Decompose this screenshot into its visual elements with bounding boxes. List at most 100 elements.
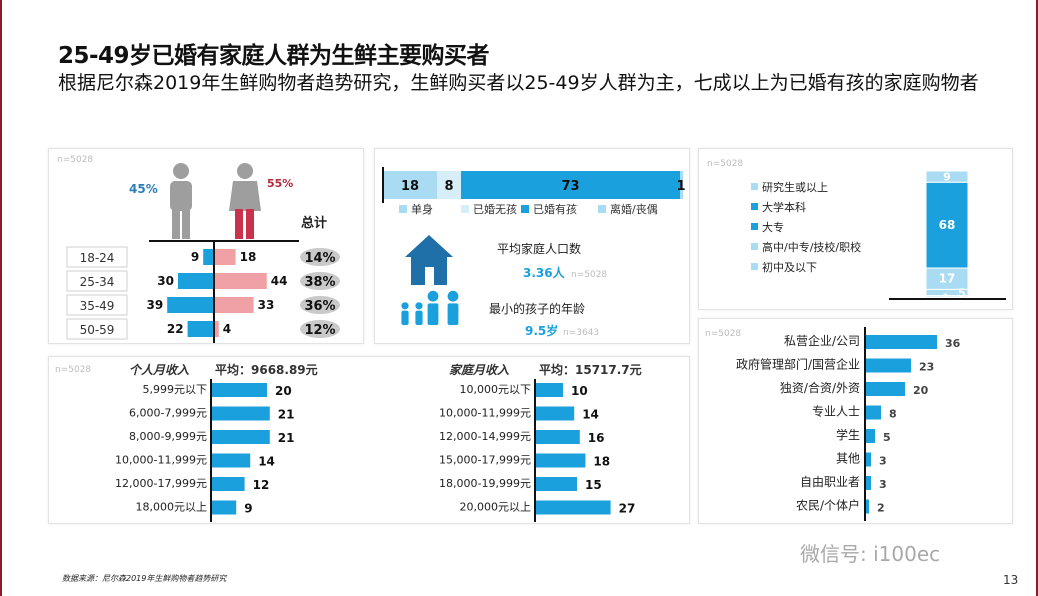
total-percentage: 12% xyxy=(304,323,335,338)
occupation-bar xyxy=(865,452,871,467)
legend-swatch xyxy=(399,205,407,213)
total-badge xyxy=(300,272,340,290)
female-figure-icon xyxy=(237,163,253,179)
occupation-bar xyxy=(865,405,881,420)
income-category-label: 18,000元以上 xyxy=(136,501,208,514)
family-segment xyxy=(461,171,680,199)
legend-label: 已婚无孩 xyxy=(473,202,517,216)
income-value-label: 14 xyxy=(582,408,599,422)
income-bar xyxy=(535,406,575,421)
legend-swatch xyxy=(461,205,469,213)
total-badge xyxy=(300,320,340,338)
occupation-bar xyxy=(865,429,875,443)
child-age-label: 最小的孩子的年龄 xyxy=(489,301,585,316)
total-badge xyxy=(300,248,340,266)
income-chart: 个人月收入 平均：9668.89元 5,999元以下 20 6,000-7,999元 21… xyxy=(115,362,642,522)
legend-swatch xyxy=(751,203,758,210)
family-people-icon xyxy=(415,310,423,325)
family-people-icon xyxy=(447,303,459,325)
female-figure-icon xyxy=(235,209,243,239)
wechat-watermark: 微信号: i100ec xyxy=(800,542,941,566)
family-segment xyxy=(437,171,461,199)
occupation-category-label: 专业人士 xyxy=(812,404,860,419)
education-value-label: 68 xyxy=(939,218,956,232)
education-value-label: 9 xyxy=(943,171,951,184)
income-category-label: 10,000-11,999元 xyxy=(115,454,207,467)
income-category-label: 6,000-7,999元 xyxy=(129,407,207,420)
education-segment xyxy=(925,295,969,298)
legend-swatch xyxy=(598,205,606,213)
female-bar xyxy=(214,249,236,265)
family-people-icon xyxy=(401,302,409,310)
occupation-bar xyxy=(865,358,911,373)
income-value-label: 12 xyxy=(253,478,270,492)
income-block-title: 家庭月收入 xyxy=(449,363,509,377)
household-size-label: 平均家庭人口数 xyxy=(497,241,581,256)
occupation-category-label: 其他 xyxy=(836,452,860,466)
occupation-bar xyxy=(865,335,937,349)
legend-label: 单身 xyxy=(411,202,433,216)
income-block-title: 个人月收入 xyxy=(129,363,189,377)
legend-label: 大专 xyxy=(762,220,784,234)
income-category-label: 15,000-17,999元 xyxy=(439,454,531,467)
occupation-category-label: 农民/个体户 xyxy=(796,498,860,513)
income-bar xyxy=(535,430,580,444)
occupation-category-label: 独资/合资/外资 xyxy=(780,380,860,395)
age-group-label: 50-59 xyxy=(80,323,115,337)
house-icon xyxy=(405,235,453,285)
occupation-bar xyxy=(865,382,905,396)
income-bar xyxy=(535,500,611,515)
education-value-label: 1 xyxy=(943,292,950,303)
income-value-label: 16 xyxy=(588,431,605,445)
income-bar xyxy=(211,500,237,515)
female-value-label: 4 xyxy=(223,322,231,336)
education-value-label: 5 xyxy=(958,287,966,300)
female-bar xyxy=(214,273,267,289)
legend-swatch xyxy=(751,223,758,230)
legend-swatch xyxy=(751,263,758,270)
income-category-label: 8,000-9,999元 xyxy=(129,430,207,443)
income-category-label: 5,999元以下 xyxy=(143,383,208,396)
family-people-icon xyxy=(427,303,439,325)
legend-swatch xyxy=(751,243,758,250)
age-group-box xyxy=(66,246,128,268)
income-value-label: 15 xyxy=(585,478,602,492)
income-bar xyxy=(535,477,577,491)
female-bar xyxy=(214,321,219,337)
income-category-label: 20,000元以上 xyxy=(460,501,532,514)
income-bar xyxy=(211,477,245,491)
income-bar xyxy=(211,453,251,468)
female-percentage: 55% xyxy=(267,177,293,190)
family-value-label: 18 xyxy=(401,179,419,194)
income-bar xyxy=(211,430,270,444)
sample-size-label: n=5028 xyxy=(705,329,742,339)
income-bar xyxy=(535,453,586,468)
female-bar xyxy=(214,297,254,313)
family-people-icon xyxy=(415,302,423,310)
legend-label: 初中及以下 xyxy=(762,260,817,274)
female-value-label: 18 xyxy=(240,250,257,264)
age-group-label: 18-24 xyxy=(80,251,115,265)
child-age-sample: n=3643 xyxy=(563,328,599,338)
income-category-label: 10,000元以下 xyxy=(460,383,532,396)
income-value-label: 21 xyxy=(278,408,295,422)
income-bar xyxy=(535,383,563,397)
household-size-sample: n=5028 xyxy=(571,270,607,280)
family-value-label: 73 xyxy=(561,179,579,194)
occupation-category-label: 自由职业者 xyxy=(800,475,860,489)
total-header: 总计 xyxy=(301,215,327,231)
income-panel: n=5028 个人月收入 平均：9668.89元 5,999元以下 20 6,000-7… xyxy=(48,356,690,524)
family-people-icon xyxy=(427,290,439,302)
occupation-category-label: 学生 xyxy=(836,427,860,442)
house-icon xyxy=(425,267,434,285)
male-bar xyxy=(203,249,214,265)
occupation-value-label: 3 xyxy=(879,478,887,491)
family-value-label: 8 xyxy=(444,179,453,194)
occupation-category-label: 私营企业/公司 xyxy=(784,333,860,348)
household-size-value: 3.36人 xyxy=(523,265,566,280)
male-value-label: 30 xyxy=(157,274,174,288)
occupation-category-label: 政府管理部门/国营企业 xyxy=(736,357,860,372)
